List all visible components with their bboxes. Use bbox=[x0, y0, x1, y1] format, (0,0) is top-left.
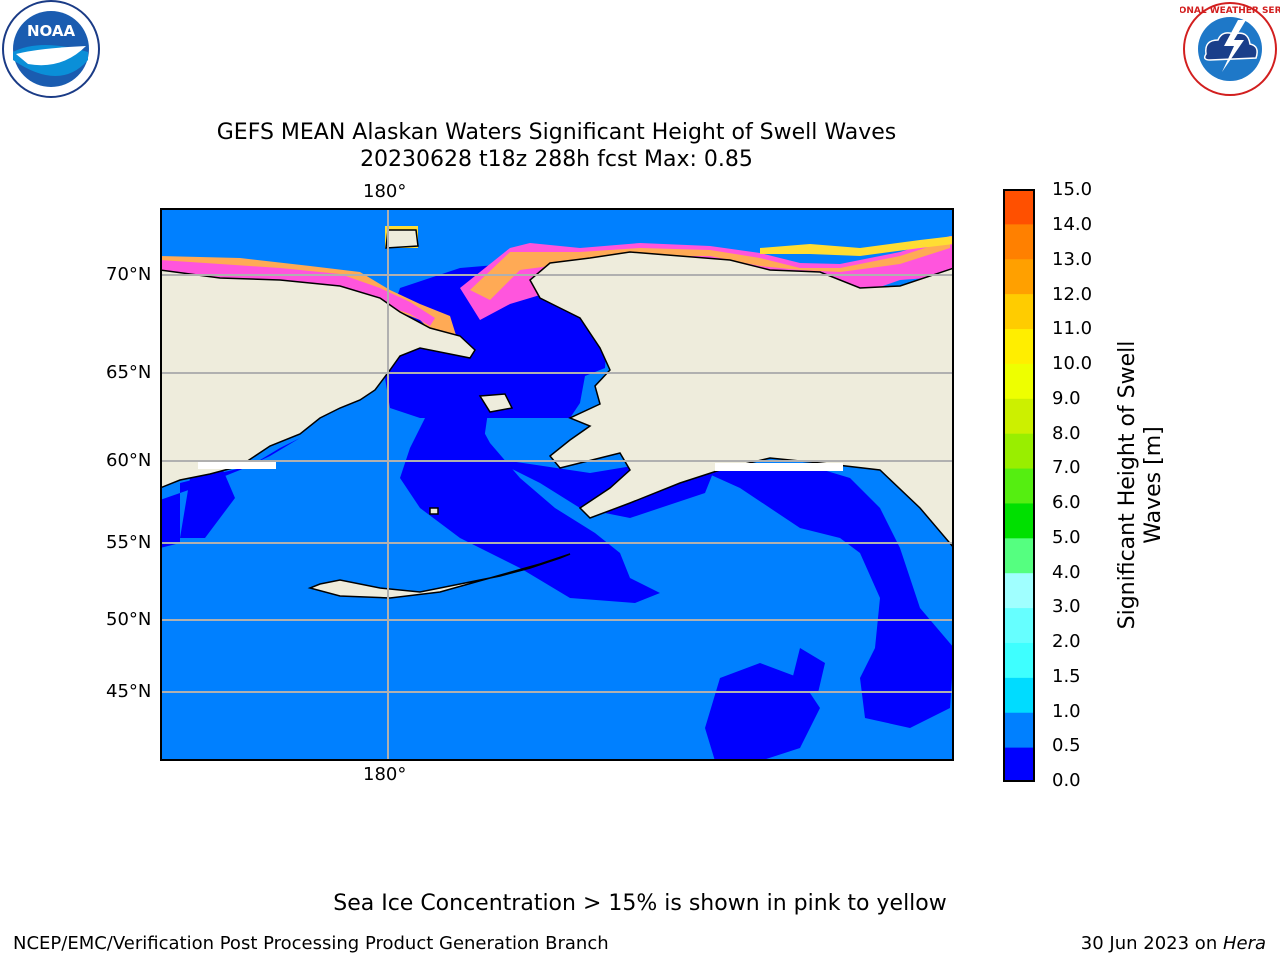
noaa-logo: NOAA bbox=[0, 0, 104, 100]
lat-label-65: 65°N bbox=[106, 362, 152, 383]
colorbar-band bbox=[1003, 572, 1035, 609]
colorbar bbox=[1003, 189, 1035, 786]
land-st-lawrence bbox=[478, 393, 514, 413]
colorbar-border bbox=[1003, 189, 1035, 782]
land-aleutians bbox=[307, 553, 571, 599]
colorbar-tick-14.0: 14.0 bbox=[1052, 214, 1093, 235]
colorbar-tick-11.0: 11.0 bbox=[1052, 318, 1093, 339]
colorbar-title-line1: Significant Height of Swell bbox=[1115, 340, 1140, 630]
colorbar-band bbox=[1003, 747, 1035, 783]
colorbar-band bbox=[1003, 537, 1035, 574]
colorbar-tick-0.5: 0.5 bbox=[1052, 735, 1081, 756]
colorbar-tick-0.0: 0.0 bbox=[1052, 770, 1081, 791]
colorbar-tick-15.0: 15.0 bbox=[1052, 179, 1093, 200]
colorbar-band bbox=[1003, 258, 1035, 295]
colorbar-tick-5.0: 5.0 bbox=[1052, 527, 1081, 548]
colorbar-band bbox=[1003, 607, 1035, 643]
colorbar-band bbox=[1003, 677, 1035, 713]
colorbar-tick-9.0: 9.0 bbox=[1052, 388, 1081, 409]
colorbar-band bbox=[1003, 189, 1035, 225]
graticule bbox=[160, 208, 954, 761]
colorbar-tick-12.0: 12.0 bbox=[1052, 284, 1093, 305]
colorbar-title: Significant Height of Swell Waves [m] bbox=[1115, 341, 1167, 630]
colorbar-band bbox=[1003, 293, 1035, 330]
lat-label-55: 55°N bbox=[106, 532, 152, 553]
colorbar-tick-1.0: 1.0 bbox=[1052, 701, 1081, 722]
colorbar-tick-3.0: 3.0 bbox=[1052, 596, 1081, 617]
colorbar-title-line2: Waves [m] bbox=[1141, 426, 1166, 544]
footer-host: Hera bbox=[1222, 933, 1266, 954]
land-wrangel bbox=[385, 229, 419, 249]
land bbox=[159, 229, 955, 599]
nws-logo-text: NATIONAL WEATHER SERVICE bbox=[1180, 6, 1280, 16]
lat-label-45: 45°N bbox=[106, 681, 152, 702]
footer-date-text: 30 Jun 2023 on bbox=[1080, 933, 1223, 954]
colorbar-band bbox=[1003, 433, 1035, 469]
nws-logo: NATIONAL WEATHER SERVICE bbox=[1155, 0, 1280, 100]
lat-label-60: 60°N bbox=[106, 450, 152, 471]
colorbar-band bbox=[1003, 712, 1035, 748]
colorbar-tick-4.0: 4.0 bbox=[1052, 562, 1081, 583]
chart-title-line2: 20230628 t18z 288h fcst Max: 0.85 bbox=[360, 147, 753, 172]
colorbar-band bbox=[1003, 502, 1035, 539]
colorbar-band bbox=[1003, 223, 1035, 260]
noaa-logo-text: NOAA bbox=[27, 22, 76, 40]
colorbar-band bbox=[1003, 363, 1035, 399]
land-alaska bbox=[529, 251, 955, 551]
colorbar-band bbox=[1003, 398, 1035, 434]
colorbar-band bbox=[1003, 642, 1035, 678]
map-panel bbox=[159, 208, 955, 765]
colorbar-tick-7.0: 7.0 bbox=[1052, 457, 1081, 478]
colorbar-tick-2.0: 2.0 bbox=[1052, 631, 1081, 652]
lat-label-70: 70°N bbox=[106, 264, 152, 285]
footer-date: 30 Jun 2023 on Hera bbox=[1081, 933, 1266, 954]
colorbar-band bbox=[1003, 468, 1035, 504]
sea-ice-note: Sea Ice Concentration > 15% is shown in … bbox=[333, 891, 947, 916]
colorbar-tick-8.0: 8.0 bbox=[1052, 423, 1081, 444]
colorbar-tick-10.0: 10.0 bbox=[1052, 353, 1093, 374]
lat-label-50: 50°N bbox=[106, 609, 152, 630]
colorbar-tick-6.0: 6.0 bbox=[1052, 492, 1081, 513]
footer-credit: NCEP/EMC/Verification Post Processing Pr… bbox=[13, 933, 609, 954]
lon-label-top: 180° bbox=[363, 181, 407, 202]
chart-title-line1: GEFS MEAN Alaskan Waters Significant Hei… bbox=[216, 120, 897, 145]
colorbar-tick-13.0: 13.0 bbox=[1052, 249, 1093, 270]
lon-label-bottom: 180° bbox=[363, 764, 407, 785]
colorbar-tick-1.5: 1.5 bbox=[1052, 666, 1081, 687]
colorbar-band bbox=[1003, 328, 1035, 364]
